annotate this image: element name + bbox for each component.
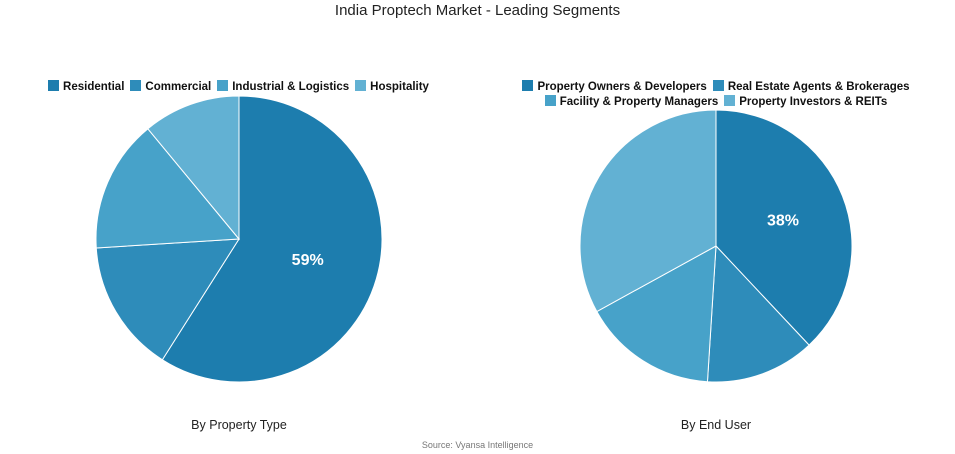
legend-label: Industrial & Logistics — [232, 81, 350, 93]
chart-title: India Proptech Market - Leading Segments — [334, 2, 621, 19]
legend-item-real-estate-agents-and-brokerages: Real Estate Agents & Brokerages — [712, 80, 910, 95]
pie-slice-property-type-residential — [161, 95, 383, 383]
legend-swatch — [48, 80, 60, 91]
legend-swatch — [355, 80, 367, 91]
pie-slice-property-type-industrial-and-logistics — [95, 128, 241, 249]
legend-label: Commercial — [145, 81, 212, 93]
data-label-end-user-property-owners-and-developers: 38% — [767, 213, 799, 230]
pie-slice-property-type-commercial — [95, 238, 240, 361]
legend-swatch — [217, 80, 229, 91]
subtitle-property-type: By Property Type — [191, 418, 287, 432]
legend-item-residential: Residential — [48, 80, 124, 95]
legend-swatch — [544, 95, 556, 106]
legend-item-hospitality: Hospitality — [355, 80, 429, 95]
legend-item-property-investors-and-reits: Property Investors & REITs — [724, 95, 887, 110]
legend-row: Facility & Property Managers Property Inv… — [498, 95, 934, 110]
data-label-property-type-residential: 59% — [292, 252, 324, 269]
legend-item-industrial-and-logistics: Industrial & Logistics — [217, 80, 349, 95]
source-note: Source: Vyansa Intelligence — [421, 440, 534, 450]
legend-label: Residential — [63, 81, 125, 93]
legend-item-commercial: Commercial — [130, 80, 211, 95]
legend-label: Property Owners & Developers — [537, 81, 707, 93]
legend-row: Property Owners & Developers Real Estate … — [498, 80, 934, 95]
legend-row: Residential Commercial Industrial & Logist… — [20, 80, 457, 95]
legend-label: Hospitality — [370, 81, 429, 93]
legend-swatch — [522, 80, 534, 91]
pie-slice-end-user-property-investors-and-reits — [579, 109, 717, 313]
legend-end-user: Property Owners & Developers Real Estate … — [498, 80, 934, 110]
pie-slice-end-user-facility-and-property-managers — [596, 245, 717, 383]
legend-swatch — [724, 95, 736, 106]
legend-label: Real Estate Agents & Brokerages — [727, 81, 910, 93]
legend-item-facility-and-property-managers: Facility & Property Managers — [544, 95, 719, 110]
legend-label: Property Investors & REITs — [739, 96, 888, 108]
subtitle-end-user: By End User — [680, 418, 752, 432]
legend-swatch — [712, 80, 724, 91]
legend-label: Facility & Property Managers — [559, 96, 719, 108]
pie-slice-end-user-real-estate-agents-and-brokerages — [706, 244, 810, 383]
pie-slice-end-user-property-owners-and-developers — [715, 109, 853, 346]
pie-slice-property-type-hospitality — [147, 95, 240, 241]
legend-property-type: Residential Commercial Industrial & Logist… — [20, 80, 457, 95]
legend-swatch — [130, 80, 142, 91]
legend-item-property-owners-and-developers: Property Owners & Developers — [522, 80, 707, 95]
